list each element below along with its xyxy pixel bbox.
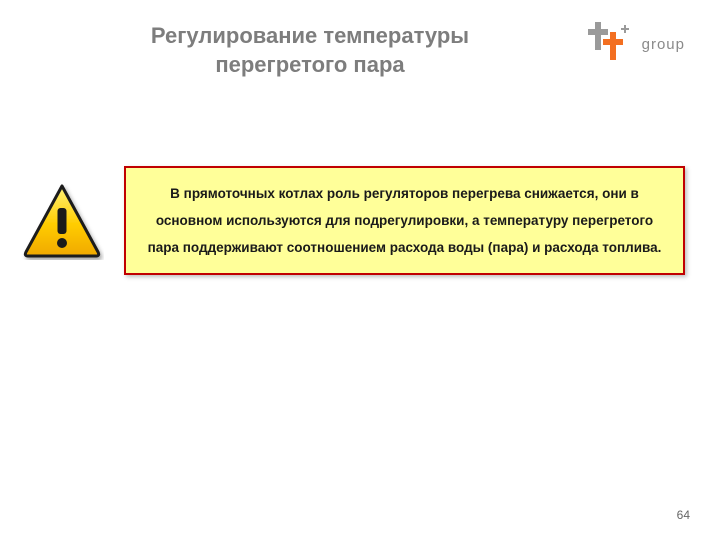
page-number: 64 <box>677 508 690 522</box>
callout-text: В прямоточных котлах роль регуляторов пе… <box>144 180 665 261</box>
page-title: Регулирование температуры перегретого па… <box>60 22 560 79</box>
callout-box: В прямоточных котлах роль регуляторов пе… <box>124 166 685 275</box>
title-line-2: перегретого пара <box>215 52 404 77</box>
content-row: В прямоточных котлах роль регуляторов пе… <box>20 166 685 275</box>
logo-mark <box>588 22 632 66</box>
logo: group <box>588 22 685 66</box>
logo-text: group <box>642 36 685 53</box>
title-line-1: Регулирование температуры <box>151 23 469 48</box>
warning-icon <box>20 182 104 260</box>
